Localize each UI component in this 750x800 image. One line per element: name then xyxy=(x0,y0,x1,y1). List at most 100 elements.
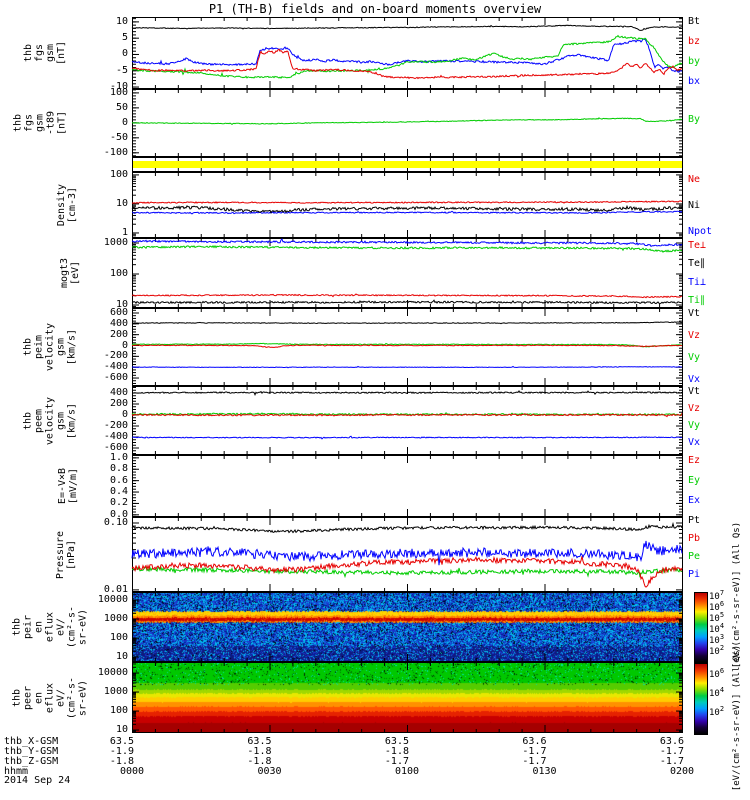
ylabel-fgs_t89: thb fgs gsm -t89 [nT] xyxy=(12,110,68,136)
legend-Ni: Ni xyxy=(688,200,701,211)
ylabel-pressure: Pressure [nPa] xyxy=(55,530,77,579)
panel-spec_ele xyxy=(132,662,683,733)
colorbar-tick-label: 105 xyxy=(709,611,725,625)
coord-z-value: -1.8 xyxy=(109,756,134,767)
panel-flag xyxy=(132,157,683,172)
series-line-Npot xyxy=(131,210,683,215)
legend-Vz: Vz xyxy=(688,330,701,341)
y-tick-label: 10 xyxy=(115,197,128,209)
panel-axes-density xyxy=(131,172,683,238)
series-line-Vt xyxy=(131,389,683,396)
legend-Te∥: Te∥ xyxy=(688,258,706,269)
coord-y-value: -1.8 xyxy=(247,746,272,757)
panel-axes-vel_ele xyxy=(131,386,683,455)
panel-fgs_t89 xyxy=(131,89,683,157)
series-line-by xyxy=(131,34,683,79)
panel-axes-fgs_t89 xyxy=(131,89,683,157)
coord-y-value: -1.9 xyxy=(109,746,134,757)
coord-y-value: -1.7 xyxy=(522,746,547,757)
panel-axes-flag xyxy=(132,157,683,172)
coord-y-value: -1.7 xyxy=(659,746,684,757)
y-tick-label: 0.2 xyxy=(109,497,128,509)
colorbar-tick-label: 106 xyxy=(709,600,725,614)
legend-Ne: Ne xyxy=(688,174,701,185)
colorbar-2 xyxy=(694,663,708,735)
y-tick-label: 1000 xyxy=(103,613,128,625)
y-tick-label: 1000 xyxy=(103,237,128,248)
series-line-Pt xyxy=(131,521,683,534)
y-tick-label: 0 xyxy=(121,116,128,128)
series-line-Ti_perp xyxy=(131,238,683,248)
time-tick-label: 0130 xyxy=(532,766,557,777)
y-tick-label: 10000 xyxy=(97,667,128,679)
panel-vel_ele xyxy=(131,386,683,455)
y-tick-label: -400 xyxy=(103,431,128,442)
colorbar-tick-label: 102 xyxy=(709,705,725,719)
legend-Npot: Npot xyxy=(688,226,713,237)
colorbar-tick-label: 104 xyxy=(709,686,725,700)
y-tick-label: 10 xyxy=(115,724,128,736)
series-line-Ni xyxy=(131,204,683,214)
panel-axes-fgs xyxy=(131,17,683,89)
flag-bar xyxy=(133,161,682,168)
panel-pressure xyxy=(131,517,683,592)
ylabel-fgs: thb fgs gsm [nT] xyxy=(23,40,67,66)
series-line-Vy xyxy=(131,342,683,348)
y-tick-label: 10 xyxy=(115,15,128,27)
ylabel-density: Density [cm-3] xyxy=(56,183,78,227)
y-tick-label: 0 xyxy=(121,339,128,351)
series-line-Te_perp xyxy=(131,293,683,299)
colorbar-tick-label: 103 xyxy=(709,633,725,647)
series-line-Vx xyxy=(131,365,682,369)
coord-x-value: 63.5 xyxy=(247,736,272,747)
legend-Pe: Pe xyxy=(688,551,701,562)
colorbar-tick-label: 106 xyxy=(709,667,725,681)
legend-Vt: Vt xyxy=(688,308,701,319)
legend-Vy: Vy xyxy=(688,352,701,363)
bottom-axis-row-hhmm-label: hhmm xyxy=(4,766,29,777)
y-tick-label: 400 xyxy=(109,386,128,398)
legend-bx: bx xyxy=(688,76,701,87)
series-line-By xyxy=(131,117,682,126)
legend-Bt: Bt xyxy=(688,16,701,27)
series-line-bz xyxy=(131,48,683,80)
series-line-Vz xyxy=(131,413,683,418)
y-tick-label: 1 xyxy=(121,226,128,238)
panel-axes-efield xyxy=(132,455,683,517)
legend-Pt: Pt xyxy=(688,515,701,526)
coord-z-value: -1.7 xyxy=(522,756,547,767)
y-tick-label: 200 xyxy=(109,397,128,409)
bottom-axis-row-z-label: thb_Z-GSM xyxy=(4,756,59,767)
y-tick-label: -100 xyxy=(103,146,128,158)
y-tick-label: 100 xyxy=(109,705,128,717)
series-line-Vz xyxy=(131,343,683,349)
series-line-Pb xyxy=(131,555,683,588)
y-tick-label: -10 xyxy=(109,81,128,93)
spectrogram-electron-canvas xyxy=(132,662,683,733)
legend-Vx: Vx xyxy=(688,437,701,448)
date-label: 2014 Sep 24 xyxy=(4,775,71,786)
y-tick-label: 0.4 xyxy=(109,486,128,498)
panel-axes-pressure xyxy=(131,517,683,592)
y-tick-label: 400 xyxy=(109,317,128,329)
coord-x-value: 63.6 xyxy=(522,736,547,747)
legend-Ez: Ez xyxy=(688,455,701,466)
legend-Ti⊥: Ti⊥ xyxy=(688,277,707,288)
series-line-Bt xyxy=(131,24,683,31)
panel-efield xyxy=(132,455,683,517)
panel-axes-spec_ion xyxy=(132,592,683,662)
series-line-Te_par xyxy=(131,299,683,305)
plot-title: P1 (TH-B) fields and on-board moments ov… xyxy=(208,2,542,16)
y-tick-label: 0 xyxy=(121,408,128,420)
y-tick-label: 100 xyxy=(109,632,128,644)
ylabel-efield: E=-V×B [mV/m] xyxy=(57,467,79,505)
ylabel-temp: mogt3 [eV] xyxy=(59,257,81,289)
y-tick-label: 100 xyxy=(109,86,128,98)
coord-x-value: 63.5 xyxy=(109,736,134,747)
ylabel-spec_ion: thb peir en eflux eV/ (cm²-s- sr-eV) xyxy=(11,605,89,649)
time-tick-label: 0100 xyxy=(394,766,420,777)
y-tick-label: 100 xyxy=(109,267,128,279)
panel-axes-spec_ele xyxy=(132,662,683,733)
legend-Vy: Vy xyxy=(688,420,701,431)
